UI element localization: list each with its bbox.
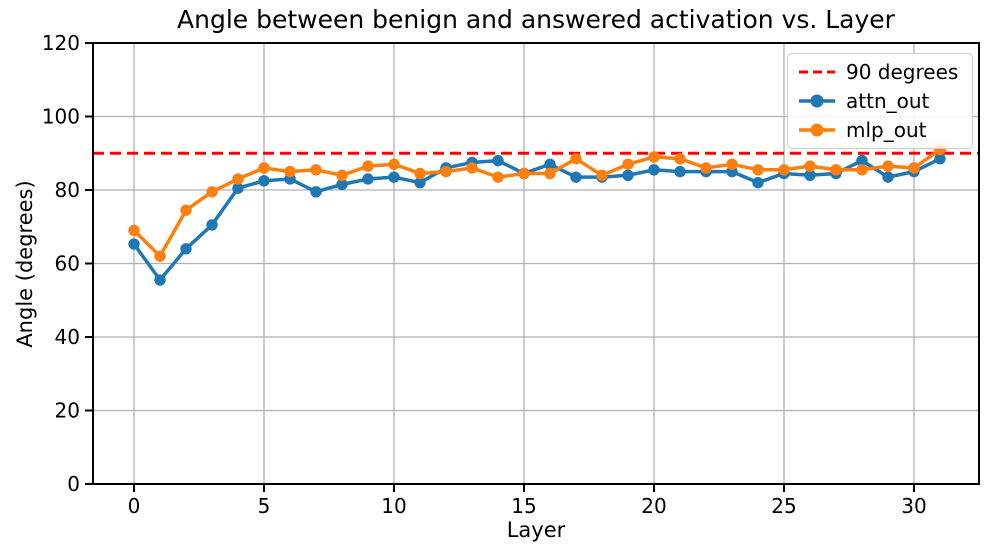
marker-attn_out (544, 158, 556, 170)
marker-mlp_out (726, 158, 738, 170)
x-axis-label: Layer (506, 518, 566, 542)
marker-mlp_out (284, 165, 296, 178)
legend-entry-mlp-out: mlp_out (797, 119, 963, 141)
marker-mlp_out (128, 224, 140, 237)
marker-mlp_out (570, 153, 582, 165)
axes-frame (92, 42, 980, 485)
marker-attn_out (674, 165, 686, 178)
legend: 90 degrees attn_out mlp_out (787, 53, 973, 149)
y-tick-label: 0 (67, 472, 80, 496)
marker-mlp_out (466, 162, 478, 174)
legend-label-mlp-out: mlp_out (846, 118, 927, 142)
marker-mlp_out (440, 165, 452, 178)
marker-mlp_out (622, 158, 634, 170)
marker-mlp_out (232, 173, 244, 185)
marker-attn_out (882, 171, 894, 183)
x-tick-label: 10 (381, 494, 406, 518)
marker-mlp_out (908, 162, 920, 174)
marker-attn_out (622, 169, 634, 181)
marker-attn_out (388, 171, 400, 183)
marker-mlp_out (648, 151, 660, 163)
marker-attn_out (752, 176, 764, 189)
marker-mlp_out (544, 167, 556, 180)
chart-title: Angle between benign and answered activa… (177, 5, 895, 34)
marker-mlp_out (206, 186, 218, 198)
marker-attn_out (128, 238, 140, 250)
y-axis-label: Angle (degrees) (13, 180, 37, 348)
marker-mlp_out (258, 162, 270, 174)
x-tick-label: 15 (511, 494, 536, 518)
marker-mlp_out (336, 169, 348, 181)
marker-mlp_out (856, 164, 868, 176)
marker-mlp_out (388, 158, 400, 170)
marker-attn_out (206, 219, 218, 231)
marker-mlp_out (492, 171, 504, 183)
line-marker-icon (799, 94, 835, 108)
marker-mlp_out (154, 250, 166, 262)
marker-mlp_out (752, 164, 764, 176)
legend-label-90-degrees: 90 degrees (846, 60, 959, 84)
marker-attn_out (310, 186, 322, 198)
marker-attn_out (934, 153, 946, 165)
series-line-attn_out (132, 157, 941, 282)
legend-label-attn-out: attn_out (846, 89, 930, 113)
marker-attn_out (258, 175, 270, 187)
y-tick-label: 120 (42, 31, 80, 55)
x-tick-label: 5 (258, 494, 271, 518)
x-tick-label: 25 (771, 494, 796, 518)
y-tick-label: 40 (55, 325, 80, 349)
marker-mlp_out (518, 167, 530, 180)
y-tick-label: 20 (55, 399, 80, 423)
marker-attn_out (492, 154, 504, 167)
marker-mlp_out (310, 164, 322, 176)
marker-mlp_out (882, 160, 894, 172)
series-line-mlp_out (132, 148, 942, 258)
marker-attn_out (570, 171, 582, 183)
y-tick-label: 100 (42, 105, 80, 129)
line-marker-icon (799, 123, 835, 137)
y-tick-label: 60 (55, 252, 80, 276)
marker-attn_out (362, 173, 374, 185)
marker-mlp_out (362, 160, 374, 172)
legend-entry-attn-out: attn_out (797, 90, 963, 112)
x-tick-label: 20 (641, 494, 666, 518)
marker-mlp_out (180, 204, 192, 216)
marker-mlp_out (414, 167, 426, 180)
marker-attn_out (180, 243, 192, 255)
marker-attn_out (414, 176, 426, 189)
marker-attn_out (804, 169, 816, 181)
y-tick-label: 80 (55, 178, 80, 202)
marker-mlp_out (596, 169, 608, 181)
legend-entry-90-degrees: 90 degrees (797, 61, 963, 83)
x-tick-label: 30 (901, 494, 926, 518)
dashed-line-icon (799, 70, 835, 74)
marker-attn_out (856, 154, 868, 167)
marker-attn_out (648, 164, 660, 176)
marker-attn_out (232, 182, 244, 194)
marker-mlp_out (804, 160, 816, 172)
marker-mlp_out (778, 164, 790, 176)
marker-mlp_out (674, 153, 686, 165)
marker-attn_out (154, 274, 166, 286)
marker-mlp_out (700, 162, 712, 174)
marker-attn_out (336, 178, 348, 191)
marker-mlp_out (830, 164, 842, 176)
x-tick-label: 0 (128, 494, 141, 518)
